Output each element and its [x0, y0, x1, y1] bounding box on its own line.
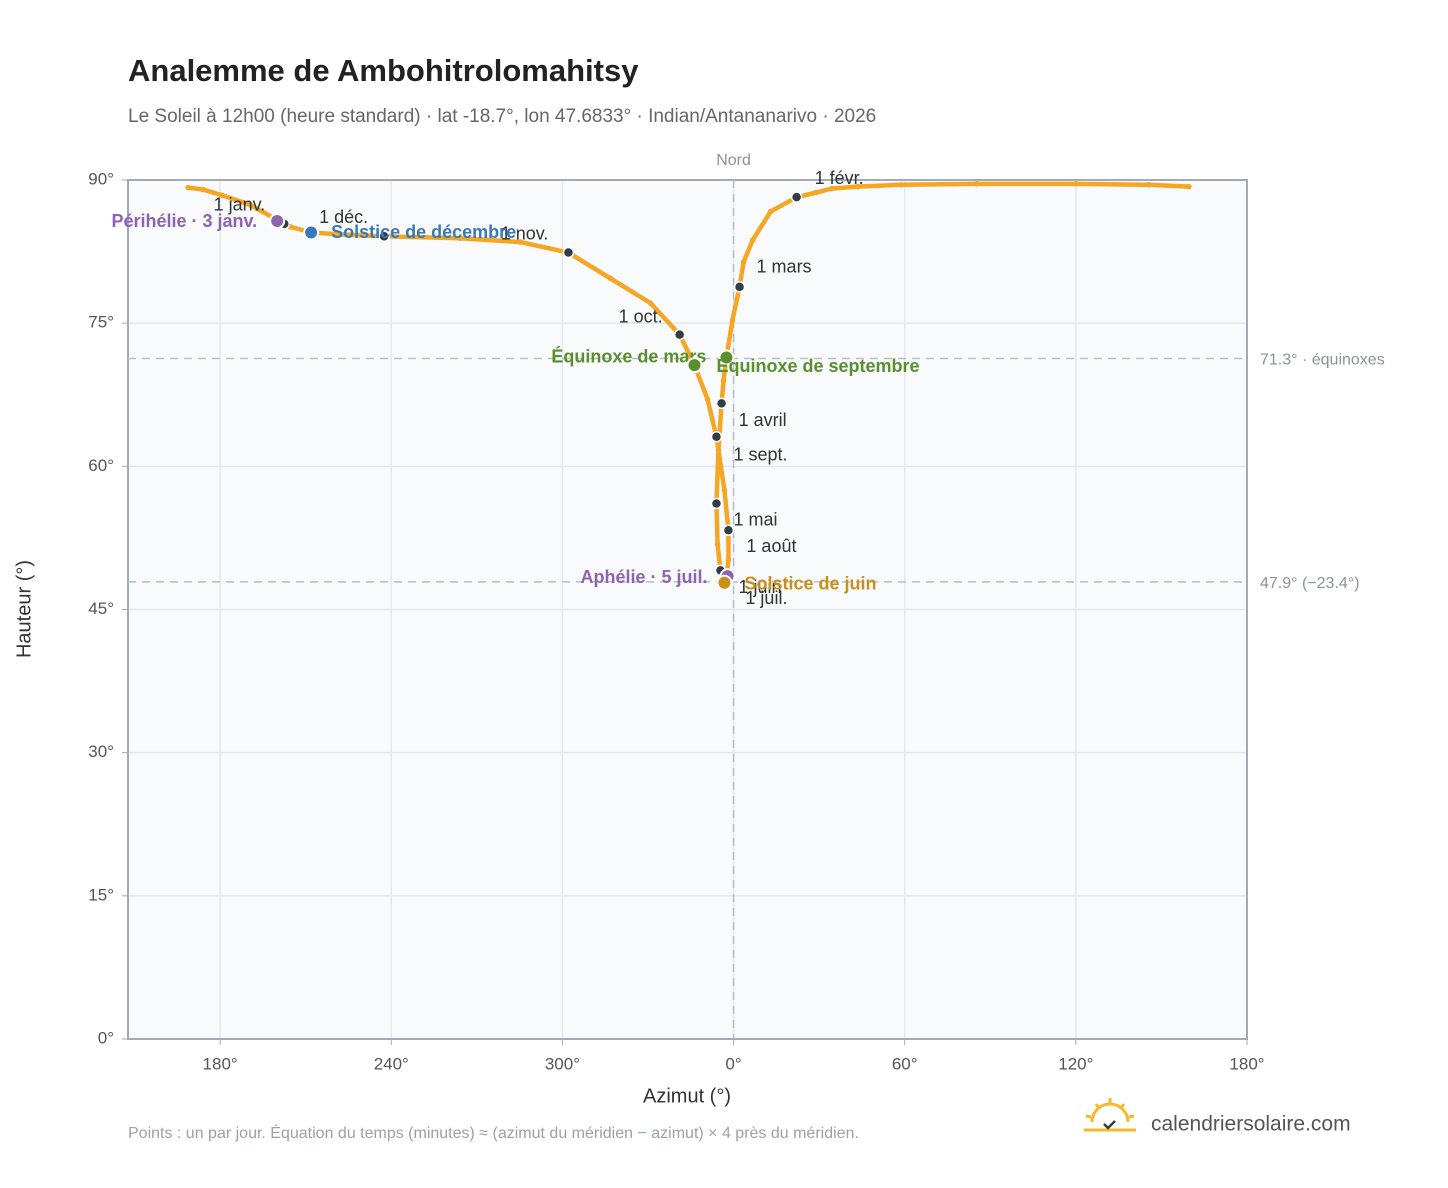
- y-tick-label: 75°: [88, 313, 114, 332]
- daily-point: [749, 237, 756, 243]
- reference-label: 47.9° (−23.4°): [1260, 575, 1360, 592]
- daily-point: [974, 181, 980, 187]
- brand-logo: [1084, 1098, 1136, 1132]
- x-axis-title: Azimut (°): [643, 1085, 731, 1107]
- x-tick-label: 240°: [374, 1054, 409, 1073]
- daily-point: [607, 275, 614, 282]
- event-label: Solstice de décembre: [331, 222, 516, 242]
- daily-point: [725, 557, 732, 563]
- daily-point: [247, 202, 253, 208]
- daily-point: [714, 541, 721, 548]
- month-label: 1 nov.: [501, 223, 549, 243]
- plot-border: [127, 179, 1248, 1040]
- event-marker: [686, 357, 703, 374]
- y-tick-label: 90°: [88, 169, 114, 188]
- y-tick-label: 0°: [98, 1028, 114, 1047]
- x-tick-label: 180°: [203, 1054, 238, 1073]
- daily-point: [767, 208, 774, 215]
- daily-point: [517, 239, 524, 245]
- daily-point: [457, 235, 464, 242]
- reference-label: 71.3° · équinoxes: [1260, 352, 1385, 369]
- y-tick-label: 15°: [88, 885, 114, 904]
- daily-point: [704, 396, 711, 403]
- x-tick-label: 300°: [545, 1054, 580, 1073]
- daily-point: [200, 186, 206, 193]
- event-marker: [303, 224, 320, 241]
- event-label: Périhélie · 3 janv.: [111, 211, 257, 231]
- daily-point: [715, 447, 722, 453]
- month-label: 1 juil.: [745, 588, 787, 608]
- y-axis-title: Hauteur (°): [13, 560, 35, 658]
- daily-point: [1073, 181, 1079, 187]
- event-marker: [716, 574, 733, 591]
- daily-point: [647, 300, 654, 306]
- event-label: Équinoxe de mars: [551, 345, 706, 366]
- month-label: 1 oct.: [619, 306, 663, 326]
- month-marker: [673, 328, 686, 341]
- brand-name: calendriersolaire.com: [1151, 1113, 1351, 1136]
- month-marker: [733, 281, 746, 293]
- month-label: 1 mars: [757, 257, 812, 277]
- event-marker: [718, 349, 735, 366]
- daily-point: [185, 184, 191, 191]
- month-label: 1 juin: [738, 577, 781, 597]
- month-marker: [790, 191, 803, 203]
- daily-point: [337, 231, 344, 238]
- daily-point: [729, 317, 736, 324]
- daily-point: [721, 487, 728, 493]
- month-marker: [722, 524, 735, 537]
- month-label: 1 sept.: [733, 444, 787, 464]
- daily-point: [897, 181, 904, 188]
- chart-subtitle: Le Soleil à 12h00 (heure standard) · lat…: [128, 106, 876, 127]
- reference-label: Nord: [716, 152, 751, 169]
- chart-title: Analemme de Ambohitrolomahitsy: [128, 53, 639, 88]
- event-label: Solstice de juin: [744, 574, 876, 594]
- month-label: 1 mai: [733, 509, 777, 529]
- month-label: 1 avril: [739, 410, 787, 430]
- daily-point: [813, 189, 820, 196]
- month-marker: [715, 397, 728, 410]
- month-marker: [378, 230, 390, 243]
- month-label: 1 déc.: [319, 207, 368, 227]
- daily-point: [740, 259, 747, 265]
- month-marker: [710, 430, 723, 443]
- daily-point: [219, 192, 225, 199]
- y-tick-label: 30°: [88, 742, 114, 761]
- footnote: Points : un par jour. Équation du temps …: [128, 1123, 859, 1142]
- daily-point: [1186, 183, 1192, 190]
- daily-point: [828, 185, 835, 192]
- daily-point: [1146, 181, 1152, 188]
- month-marker: [562, 246, 575, 259]
- y-tick-label: 45°: [88, 599, 114, 618]
- month-label: 1 janv.: [214, 195, 266, 215]
- daily-point: [854, 183, 861, 190]
- event-marker: [269, 213, 286, 230]
- daily-point: [720, 377, 727, 384]
- x-tick-label: 180°: [1229, 1054, 1264, 1073]
- x-tick-label: 60°: [892, 1054, 918, 1073]
- event-label: Équinoxe de septembre: [716, 355, 919, 376]
- month-marker: [710, 497, 723, 510]
- month-label: 1 févr.: [815, 168, 864, 188]
- month-label: 1 août: [746, 536, 796, 556]
- y-tick-label: 60°: [88, 456, 114, 475]
- x-tick-label: 120°: [1058, 1054, 1093, 1073]
- event-label: Aphélie · 5 juil.: [581, 567, 708, 587]
- x-tick-label: 0°: [725, 1054, 741, 1073]
